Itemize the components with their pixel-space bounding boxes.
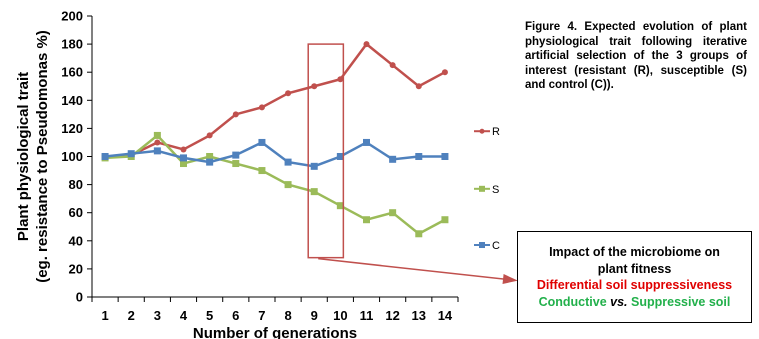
series-r-point bbox=[180, 146, 187, 153]
legend-c-marker bbox=[479, 242, 485, 249]
impact-suppressiveness: Differential soil suppressiveness bbox=[536, 278, 733, 292]
legend-r-label: R bbox=[492, 126, 500, 138]
series-s-line bbox=[105, 133, 446, 236]
x-tick-label: 1 bbox=[101, 308, 108, 323]
y-tick-label: 180 bbox=[61, 37, 83, 52]
x-tick-label: 2 bbox=[128, 308, 135, 323]
series-c-point bbox=[284, 158, 292, 166]
x-tick-label: 10 bbox=[333, 308, 347, 323]
legend-s-marker bbox=[479, 185, 485, 192]
series-s-point bbox=[284, 181, 292, 189]
soil-suppressive: Suppressive soil bbox=[627, 294, 731, 309]
impact-title-line2: plant fitness bbox=[597, 261, 672, 276]
y-axis-title-line: Plant physiological trait bbox=[15, 72, 32, 241]
series-s-point bbox=[336, 202, 344, 210]
series-r-point bbox=[389, 62, 396, 69]
y-tick-label: 40 bbox=[69, 233, 83, 248]
x-tick-label: 3 bbox=[154, 308, 161, 323]
impact-title-line1: Impact of the microbiome on bbox=[549, 245, 720, 259]
series-c bbox=[101, 138, 449, 170]
series-c-point bbox=[310, 162, 318, 170]
x-tick-label: 9 bbox=[311, 308, 318, 323]
y-tick-label: 60 bbox=[69, 205, 83, 220]
soil-conductive: Conductive bbox=[538, 294, 611, 309]
x-tick-label: 12 bbox=[385, 308, 399, 323]
impact-soil-comparison: Conductive vs. Suppressive soil bbox=[518, 294, 751, 311]
series-s-point bbox=[232, 160, 240, 168]
series-s-point bbox=[180, 160, 187, 168]
y-axis-ticks: 0 20 40 60 80 100 120 140 160 180 200 bbox=[61, 9, 92, 305]
legend-s-label: S bbox=[492, 184, 499, 196]
series-r-point bbox=[363, 41, 370, 48]
series-s-point bbox=[363, 216, 370, 224]
series-r-point bbox=[206, 132, 213, 139]
series-r-point bbox=[311, 83, 318, 90]
series-c-point bbox=[363, 138, 370, 146]
series-c-point bbox=[389, 155, 397, 163]
x-tick-label: 4 bbox=[180, 308, 188, 323]
x-axis-title: Number of generations bbox=[193, 325, 357, 339]
series-r-point bbox=[154, 139, 161, 146]
x-tick-label: 6 bbox=[232, 308, 239, 323]
series-s-point bbox=[441, 216, 449, 224]
y-axis-title-line: (eg. resistance to Pseudomonas %) bbox=[34, 30, 51, 283]
series-c-point bbox=[127, 150, 135, 158]
arrow-line bbox=[318, 257, 513, 281]
highlight-rectangle bbox=[307, 43, 345, 259]
series-c-point bbox=[258, 138, 266, 146]
series-r-point bbox=[415, 83, 422, 90]
plot-area bbox=[91, 16, 458, 298]
legend-r-marker bbox=[479, 128, 485, 134]
y-tick-label: 120 bbox=[61, 121, 83, 136]
series-s-point bbox=[389, 209, 397, 217]
figure-caption: Figure 4. Expected evolution of plant ph… bbox=[525, 21, 747, 92]
series-r-point bbox=[285, 90, 292, 97]
arrow-head bbox=[502, 274, 518, 284]
y-axis-title: Plant physiological trait (eg. resistance… bbox=[15, 30, 51, 283]
series-c-point bbox=[153, 147, 161, 155]
x-tick-label: 13 bbox=[412, 308, 426, 323]
series-s-point bbox=[258, 167, 266, 175]
legend-c-label: C bbox=[492, 240, 500, 252]
series-c-point bbox=[180, 154, 187, 162]
series-c-point bbox=[232, 151, 240, 159]
annotation-layer bbox=[307, 43, 518, 284]
x-tick-label: 14 bbox=[438, 308, 453, 323]
y-tick-label: 200 bbox=[61, 9, 83, 24]
soil-vs: vs. bbox=[610, 294, 628, 309]
series-r-line bbox=[105, 42, 446, 158]
series-c-point bbox=[415, 153, 423, 160]
y-tick-label: 0 bbox=[76, 290, 83, 305]
x-axis-ticks: 1 2 3 4 5 6 7 8 9 10 11 12 13 14 bbox=[91, 297, 459, 323]
series-c-point bbox=[336, 153, 344, 160]
series-r-point bbox=[337, 76, 344, 83]
y-tick-label: 160 bbox=[61, 65, 83, 80]
x-tick-label: 7 bbox=[258, 308, 265, 323]
y-tick-label: 140 bbox=[61, 93, 83, 108]
series-r bbox=[102, 41, 448, 160]
series-s-point bbox=[415, 230, 423, 238]
series-r-point bbox=[441, 69, 448, 76]
series-c-point bbox=[206, 158, 214, 166]
x-tick-label: 5 bbox=[206, 308, 213, 323]
series-c-point bbox=[441, 153, 449, 160]
series-s-point bbox=[206, 153, 214, 160]
x-tick-label: 11 bbox=[360, 308, 374, 323]
y-tick-label: 100 bbox=[61, 149, 83, 164]
series-c-point bbox=[101, 153, 109, 160]
series-r-point bbox=[258, 104, 265, 111]
series-layer bbox=[101, 41, 449, 238]
series-s-point bbox=[310, 188, 318, 196]
series-r-point bbox=[232, 111, 239, 118]
y-tick-label: 80 bbox=[69, 177, 83, 192]
legend: R S C bbox=[474, 126, 500, 252]
x-tick-label: 8 bbox=[284, 308, 291, 323]
series-s bbox=[101, 131, 449, 238]
y-tick-label: 20 bbox=[69, 261, 83, 276]
series-c-line bbox=[104, 140, 445, 168]
impact-box: Impact of the microbiome on plant fitnes… bbox=[517, 231, 752, 323]
series-s-point bbox=[153, 131, 161, 139]
